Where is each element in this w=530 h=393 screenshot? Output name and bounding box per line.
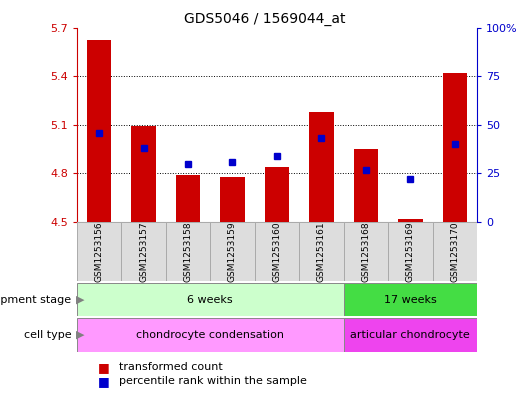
Bar — [309, 112, 333, 222]
Text: GSM1253160: GSM1253160 — [272, 221, 281, 282]
FancyBboxPatch shape — [77, 222, 121, 281]
FancyBboxPatch shape — [432, 222, 477, 281]
Text: GDS5046 / 1569044_at: GDS5046 / 1569044_at — [184, 12, 346, 26]
Text: GSM1253159: GSM1253159 — [228, 221, 237, 282]
FancyBboxPatch shape — [388, 222, 432, 281]
Text: ▶: ▶ — [76, 295, 84, 305]
Text: GSM1253161: GSM1253161 — [317, 221, 326, 282]
Bar — [443, 73, 467, 222]
Bar — [354, 149, 378, 222]
Text: GSM1253156: GSM1253156 — [94, 221, 103, 282]
Text: cell type: cell type — [24, 330, 72, 340]
Bar — [220, 176, 245, 222]
Text: GSM1253169: GSM1253169 — [406, 221, 415, 282]
Bar — [176, 175, 200, 222]
Text: transformed count: transformed count — [119, 362, 223, 373]
Text: GSM1253158: GSM1253158 — [183, 221, 192, 282]
FancyBboxPatch shape — [299, 222, 343, 281]
FancyBboxPatch shape — [343, 318, 477, 352]
FancyBboxPatch shape — [166, 222, 210, 281]
Text: GSM1253170: GSM1253170 — [450, 221, 460, 282]
Bar — [264, 167, 289, 222]
Text: GSM1253168: GSM1253168 — [361, 221, 370, 282]
Text: ▶: ▶ — [76, 330, 84, 340]
FancyBboxPatch shape — [77, 283, 343, 316]
FancyBboxPatch shape — [255, 222, 299, 281]
Text: 6 weeks: 6 weeks — [188, 295, 233, 305]
FancyBboxPatch shape — [210, 222, 255, 281]
Bar — [131, 127, 156, 222]
FancyBboxPatch shape — [121, 222, 166, 281]
Bar — [398, 219, 422, 222]
Text: ■: ■ — [98, 375, 110, 388]
Text: 17 weeks: 17 weeks — [384, 295, 437, 305]
Text: articular chondrocyte: articular chondrocyte — [350, 330, 470, 340]
Text: GSM1253157: GSM1253157 — [139, 221, 148, 282]
Text: chondrocyte condensation: chondrocyte condensation — [136, 330, 284, 340]
FancyBboxPatch shape — [77, 318, 343, 352]
Bar — [87, 40, 111, 222]
Text: ■: ■ — [98, 361, 110, 374]
Text: development stage: development stage — [0, 295, 72, 305]
FancyBboxPatch shape — [343, 222, 388, 281]
FancyBboxPatch shape — [343, 283, 477, 316]
Text: percentile rank within the sample: percentile rank within the sample — [119, 376, 307, 386]
